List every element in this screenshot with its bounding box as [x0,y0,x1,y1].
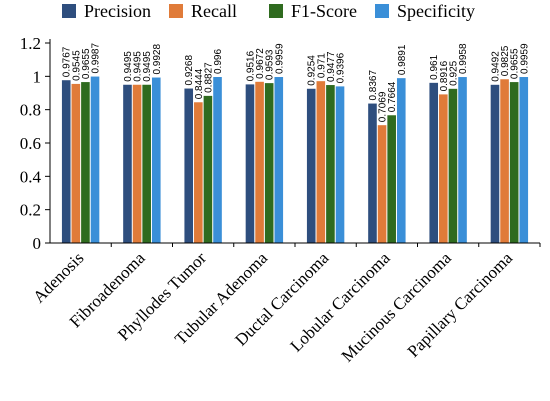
bar-specificity [458,77,467,244]
bar-recall [439,94,448,244]
y-tick-label: 0.2 [20,201,41,220]
y-axis: 0 0.2 0.4 0.6 0.8 1 1.2 [20,34,51,253]
data-label: 0.996 [213,49,224,74]
legend: Precision Recall F1-Score Specificity [62,1,475,21]
data-label: 0.9655 [81,48,92,79]
bar-recall [71,83,81,244]
data-label: 0.925 [448,60,459,85]
data-label: 0.9477 [326,51,337,82]
bar-precision [61,80,71,243]
bar-precision [306,88,316,244]
x-category-label: Adenosis [29,248,87,306]
data-label: 0.8827 [203,62,214,93]
bar-f1-score [326,85,335,243]
legend-label-specificity: Specificity [397,1,475,21]
legend-label-f1-score: F1-Score [291,1,357,21]
data-label: 0.9767 [62,46,73,77]
bar-specificity [519,77,529,244]
y-tick-label: 1.2 [20,34,41,53]
y-tick-label: 0.4 [20,167,42,186]
bar-recall [132,84,142,243]
data-label: 0.9495 [142,51,153,82]
y-tick-label: 0 [33,234,42,253]
data-label: 0.9492 [490,51,501,82]
data-label: 0.7664 [387,81,398,112]
data-label: 0.9959 [519,43,530,74]
data-label: 0.9495 [133,51,144,82]
bar-specificity [396,78,406,244]
bar-f1-score [264,83,274,243]
data-label: 0.8916 [439,60,450,91]
data-label: 0.9396 [336,52,347,83]
data-label: 0.9254 [307,55,318,86]
bar-precision [429,82,439,243]
bar-precision [368,103,377,243]
legend-swatch-recall [169,4,183,18]
data-label: 0.9891 [397,44,408,75]
bar-specificity [151,77,161,244]
bar-f1-score [203,95,213,243]
bar-f1-score [142,84,151,243]
bar-precision [245,84,255,244]
bar-precision [490,84,500,243]
y-tick-label: 0.6 [20,134,41,153]
bar-specificity [90,76,100,243]
data-label: 0.9655 [510,48,521,79]
legend-swatch-precision [62,4,76,18]
data-label: 0.9672 [255,48,266,79]
bar-recall [377,125,387,243]
data-label: 0.9593 [265,49,276,80]
data-label: 0.961 [429,54,440,79]
bar-specificity [335,86,345,244]
bar-f1-score [448,88,458,243]
bar-recall [500,79,509,243]
legend-label-recall: Recall [191,1,237,21]
legend-label-precision: Precision [84,1,151,21]
data-label: 0.9959 [274,43,285,74]
data-label: 0.9495 [123,51,134,82]
bar-specificity [274,77,284,244]
bar-recall [316,81,326,244]
data-label: 0.9825 [500,45,511,76]
data-label: 0.9268 [184,55,195,86]
data-label: 0.8367 [368,70,379,101]
legend-swatch-f1-score [269,4,283,18]
y-tick-label: 1 [33,67,42,86]
data-label: 0.9545 [71,50,82,81]
data-label: 0.9958 [458,43,469,74]
bar-precision [123,84,132,243]
x-category-label: Papillary Carcinoma [404,248,517,361]
bar-recall [255,81,264,243]
bar-specificity [213,77,222,243]
legend-swatch-specificity [375,4,389,18]
bars [61,76,529,244]
bar-f1-score [509,82,519,243]
bar-precision [184,88,194,244]
bar-f1-score [81,82,90,243]
x-category-label: Mucinous Carcinoma [338,248,456,366]
data-label: 0.7069 [378,91,389,122]
bar-f1-score [387,115,396,243]
data-label: 0.9928 [152,44,163,75]
bar-recall [194,102,203,244]
data-label: 0.9516 [245,50,256,81]
data-label: 0.9987 [91,43,102,74]
data-label: 0.8444 [194,68,205,99]
data-label: 0.971 [316,53,327,78]
y-tick-label: 0.8 [20,101,41,120]
